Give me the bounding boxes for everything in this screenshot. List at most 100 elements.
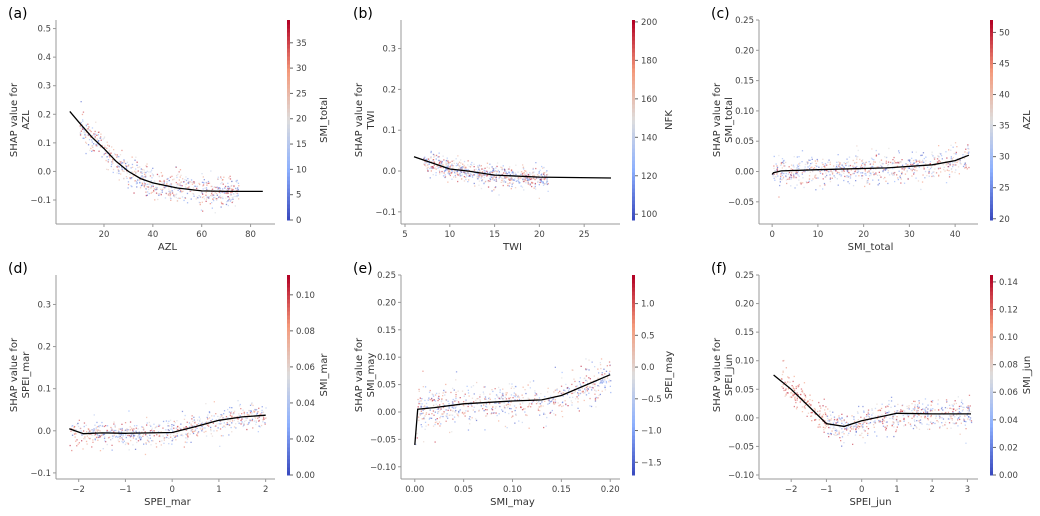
x-axis-label: SPEI_mar xyxy=(144,497,192,508)
scatter-point xyxy=(196,196,198,198)
scatter-point xyxy=(493,171,495,173)
scatter-point xyxy=(455,409,457,412)
scatter-point xyxy=(477,170,479,172)
scatter-point xyxy=(429,389,431,392)
scatter-point xyxy=(526,173,528,175)
scatter-point xyxy=(457,173,459,175)
colorbar-segment xyxy=(287,108,290,113)
scatter-point xyxy=(79,134,82,136)
scatter-point xyxy=(445,383,447,386)
scatter-point xyxy=(105,425,107,427)
scatter-point xyxy=(136,171,138,173)
scatter-point xyxy=(605,380,607,383)
scatter-point xyxy=(962,154,964,156)
scatter-point xyxy=(604,373,606,375)
scatter-point xyxy=(438,166,440,168)
scatter-point xyxy=(456,162,458,165)
scatter-point xyxy=(955,402,957,405)
scatter-point xyxy=(933,175,935,178)
scatter-point xyxy=(73,428,75,431)
scatter-point xyxy=(442,175,445,177)
scatter-point xyxy=(868,171,870,173)
scatter-point xyxy=(841,164,843,166)
scatter-point xyxy=(802,170,804,172)
scatter-point xyxy=(436,418,438,420)
scatter-point xyxy=(109,156,111,159)
scatter-point xyxy=(957,396,959,398)
scatter-point xyxy=(82,430,85,432)
scatter-point xyxy=(535,393,538,395)
colorbar-segment xyxy=(632,156,635,161)
scatter-point xyxy=(153,190,155,192)
scatter-point xyxy=(158,425,160,427)
scatter-point xyxy=(457,164,459,166)
colorbar-segment xyxy=(287,76,290,81)
scatter-point xyxy=(544,178,546,180)
scatter-point xyxy=(233,186,235,188)
scatter-point xyxy=(867,410,869,412)
scatter-point xyxy=(852,428,854,430)
scatter-point xyxy=(577,401,579,403)
y-tick-label: 0.1 xyxy=(37,385,51,395)
scatter-point xyxy=(121,162,123,164)
scatter-point xyxy=(118,431,120,433)
scatter-point xyxy=(236,189,238,192)
scatter-point xyxy=(504,425,507,428)
scatter-point xyxy=(535,188,537,190)
scatter-point xyxy=(173,434,175,437)
scatter-point xyxy=(906,413,908,416)
scatter-point xyxy=(959,159,961,161)
scatter-point xyxy=(99,450,102,452)
scatter-point xyxy=(261,409,263,412)
y-tick-label: 0.0 xyxy=(37,427,51,437)
scatter-point xyxy=(433,399,436,401)
scatter-point xyxy=(512,171,514,173)
scatter-point xyxy=(182,190,184,192)
scatter-point xyxy=(836,419,838,421)
scatter-point xyxy=(812,178,814,180)
scatter-point xyxy=(147,186,149,188)
scatter-point xyxy=(207,196,209,199)
scatter-point xyxy=(867,178,869,180)
scatter-point xyxy=(113,149,115,151)
scatter-point xyxy=(838,172,840,174)
scatter-point xyxy=(798,385,800,387)
scatter-point xyxy=(438,152,440,154)
scatter-point xyxy=(433,161,436,163)
colorbar-segment xyxy=(990,351,993,356)
colorbar-segment xyxy=(287,168,290,173)
scatter-point xyxy=(950,168,953,170)
scatter-point xyxy=(575,398,577,400)
scatter-point xyxy=(498,177,500,180)
scatter-point xyxy=(841,436,844,438)
scatter-point xyxy=(873,159,875,161)
scatter-point xyxy=(457,163,459,165)
scatter-point xyxy=(952,422,954,424)
scatter-point xyxy=(892,423,894,425)
scatter-point xyxy=(778,196,780,198)
scatter-point xyxy=(220,183,222,185)
colorbar-tick-label: 0.04 xyxy=(999,416,1018,426)
scatter-point xyxy=(117,165,119,167)
scatter-point xyxy=(176,429,179,431)
colorbar-segment xyxy=(990,188,993,193)
x-tick-label: 0.05 xyxy=(454,485,473,495)
colorbar-segment xyxy=(990,323,993,328)
scatter-point xyxy=(200,209,203,211)
scatter-point xyxy=(93,133,95,135)
scatter-point xyxy=(460,159,462,161)
scatter-point xyxy=(577,407,579,409)
scatter-point xyxy=(190,179,193,181)
colorbar-segment xyxy=(990,467,993,472)
scatter-point xyxy=(540,174,542,176)
scatter-point xyxy=(446,166,448,168)
scatter-point xyxy=(468,165,470,168)
scatter-point xyxy=(146,439,149,441)
scatter-point xyxy=(439,164,441,166)
scatter-point xyxy=(448,414,450,416)
scatter-point xyxy=(517,395,519,398)
scatter-point xyxy=(416,432,418,435)
scatter-point xyxy=(203,182,205,184)
colorbar-segment xyxy=(990,216,993,221)
scatter-point xyxy=(507,403,509,406)
